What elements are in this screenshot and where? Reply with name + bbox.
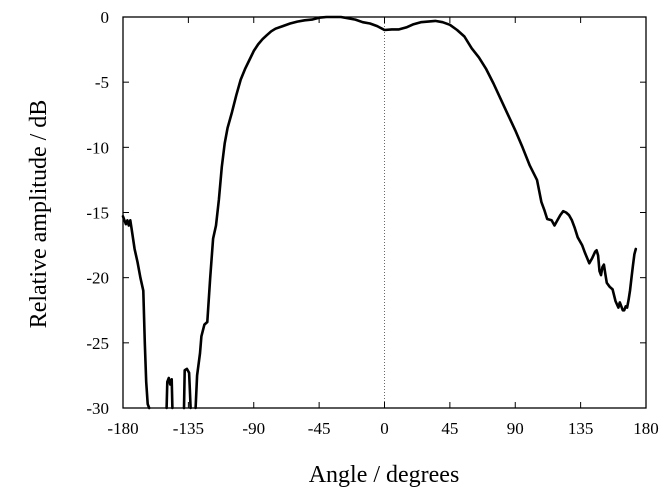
x-tick-label: 90 bbox=[507, 419, 524, 438]
series-line bbox=[121, 215, 151, 410]
y-tick-label: -15 bbox=[86, 204, 109, 223]
y-axis-title: Relative amplitude / dB bbox=[26, 100, 52, 329]
x-tick-label: 135 bbox=[568, 419, 594, 438]
y-tick-label: -10 bbox=[86, 138, 109, 157]
series-line bbox=[194, 15, 638, 410]
series-line bbox=[165, 376, 174, 410]
x-tick-label: 45 bbox=[441, 419, 458, 438]
y-tick-label: -20 bbox=[86, 269, 109, 288]
x-axis-title: Angle / degrees bbox=[309, 462, 460, 488]
x-tick-label: -90 bbox=[242, 419, 265, 438]
x-tick-label: 0 bbox=[380, 419, 389, 438]
y-tick-label: 0 bbox=[101, 8, 110, 27]
y-tick-label: -25 bbox=[86, 334, 109, 353]
series-line bbox=[182, 367, 192, 410]
series-layer bbox=[121, 15, 638, 410]
tick-labels: -180 -135 -90 -45 0 45 90 135 180 0 -5 -10 -15 -20 -25… bbox=[86, 8, 658, 438]
y-tick-label: -5 bbox=[95, 73, 109, 92]
x-tick-label: -135 bbox=[173, 419, 204, 438]
x-tick-label: 180 bbox=[633, 419, 659, 438]
x-tick-label: -180 bbox=[107, 419, 138, 438]
x-tick-label: -45 bbox=[308, 419, 331, 438]
axes bbox=[122, 16, 647, 409]
y-tick-label: -30 bbox=[86, 399, 109, 418]
